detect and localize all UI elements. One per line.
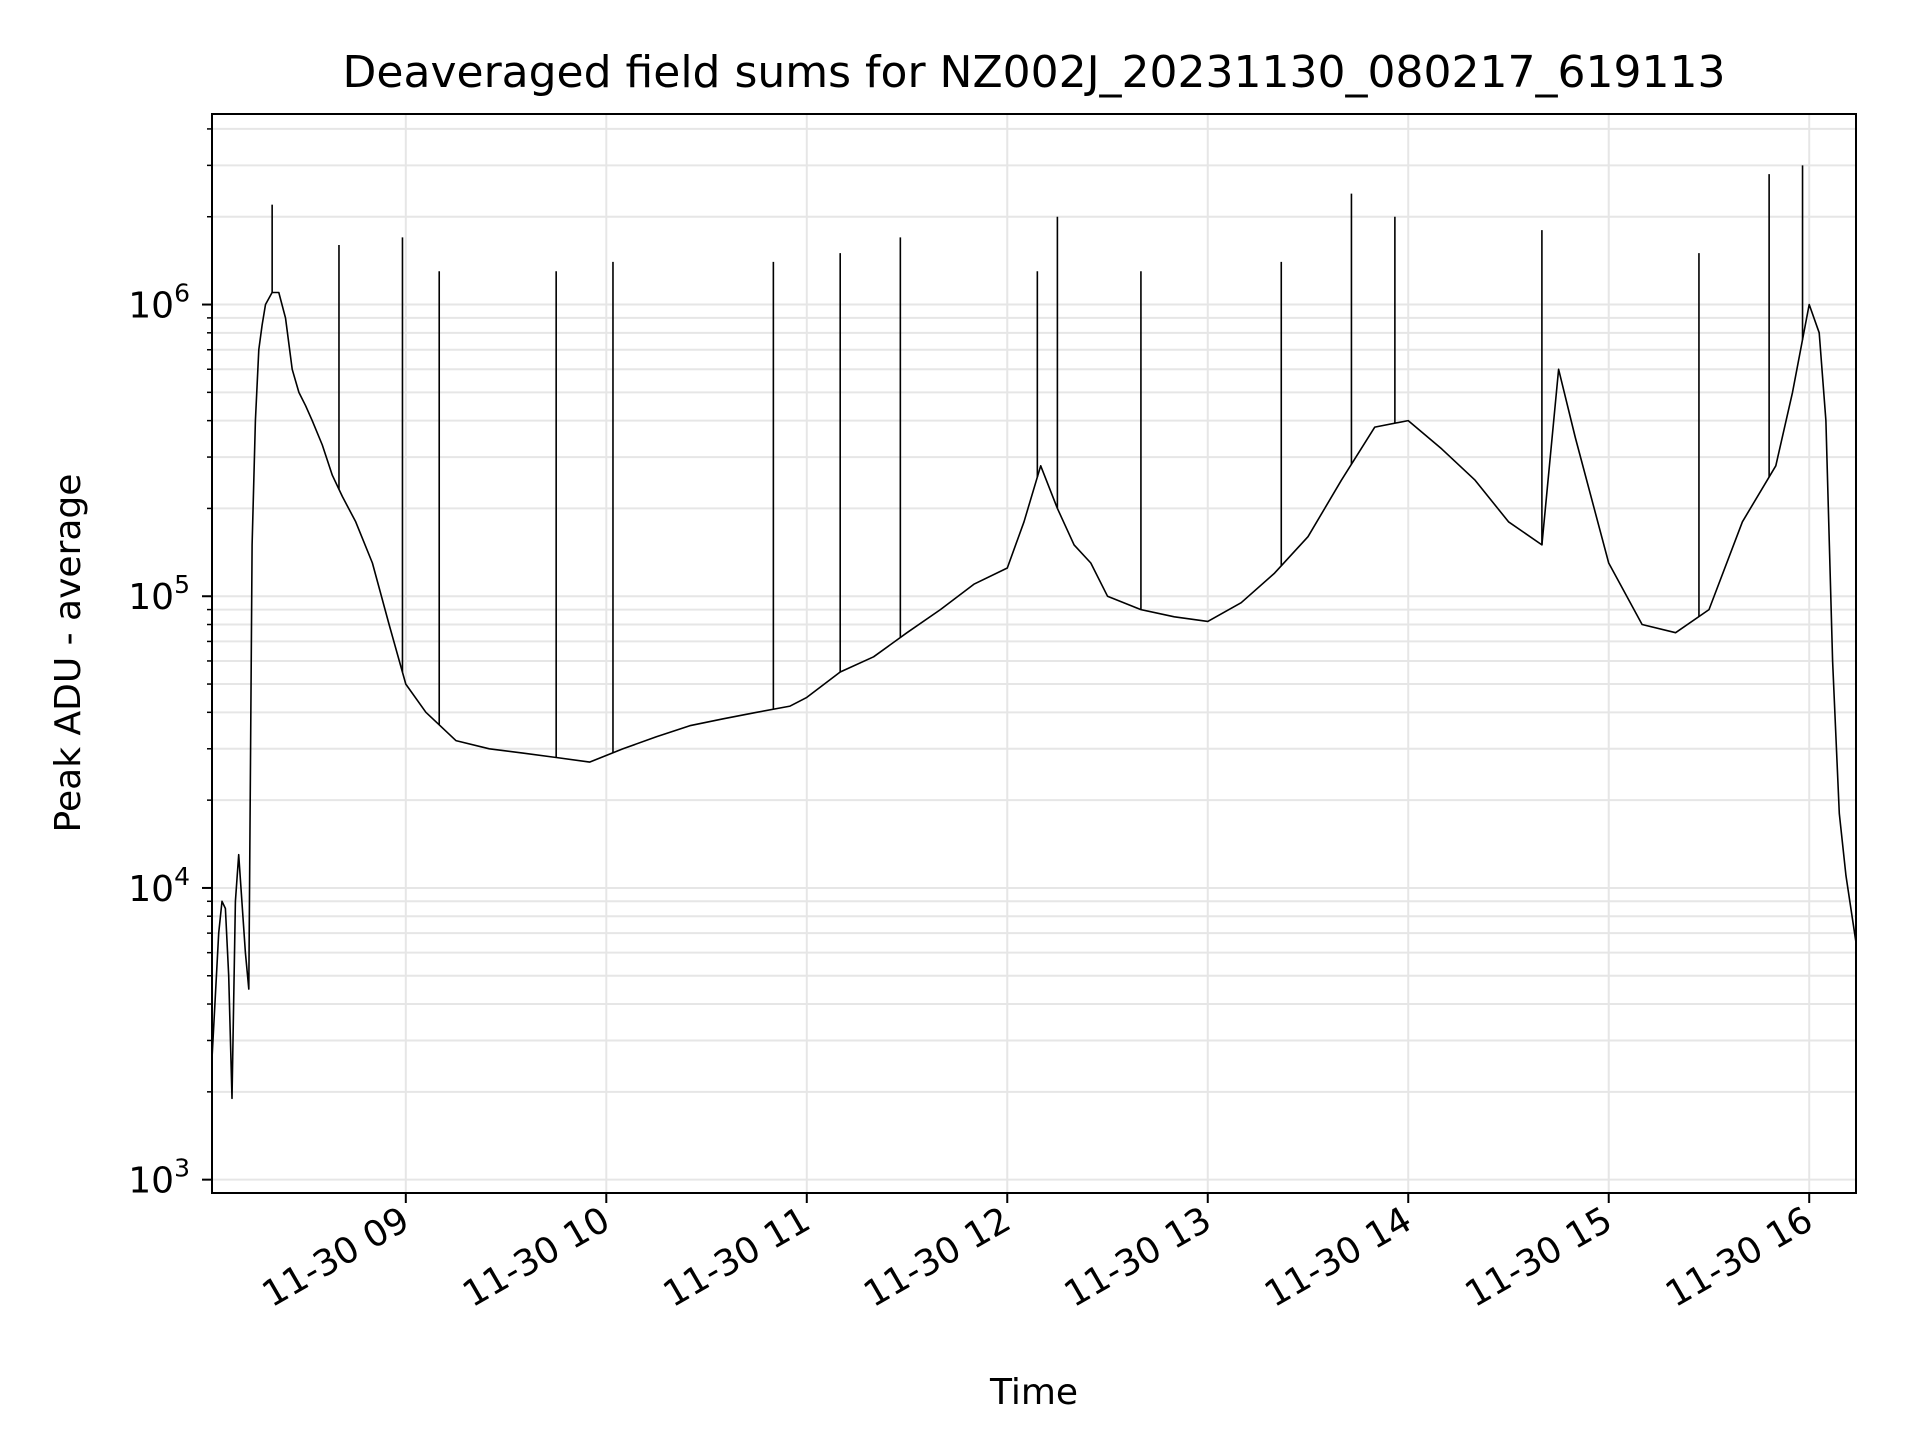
x-tick-label: 11-30 10: [456, 1199, 617, 1315]
y-tick-label: 103: [128, 1154, 190, 1202]
x-tick-label: 11-30 16: [1659, 1199, 1820, 1315]
x-tick-label: 11-30 13: [1058, 1199, 1219, 1315]
y-axis: 103 104 105 106: [128, 128, 212, 1202]
x-tick-label: 11-30 11: [657, 1199, 818, 1315]
chart-title: Deaveraged field sums for NZ002J_2023113…: [343, 47, 1726, 98]
x-axis: 11-30 09 11-30 10 11-30 11 11-30 12 11-30 13…: [256, 1193, 1820, 1316]
y-axis-label: Peak ADU - average: [48, 474, 89, 833]
y-tick-label: 106: [128, 279, 190, 327]
x-tick-label: 11-30 09: [256, 1199, 417, 1315]
gridlines: [212, 114, 1856, 1193]
y-tick-label: 105: [128, 570, 190, 618]
y-tick-label: 104: [128, 862, 190, 910]
x-tick-label: 11-30 15: [1459, 1199, 1620, 1315]
x-tick-label: 11-30 14: [1258, 1199, 1419, 1315]
x-axis-label: Time: [989, 1372, 1078, 1413]
x-tick-label: 11-30 12: [857, 1199, 1018, 1315]
plot-area-frame: [211, 113, 1857, 1194]
series-line: [211, 291, 1857, 1100]
series-layer: [211, 165, 1857, 1100]
